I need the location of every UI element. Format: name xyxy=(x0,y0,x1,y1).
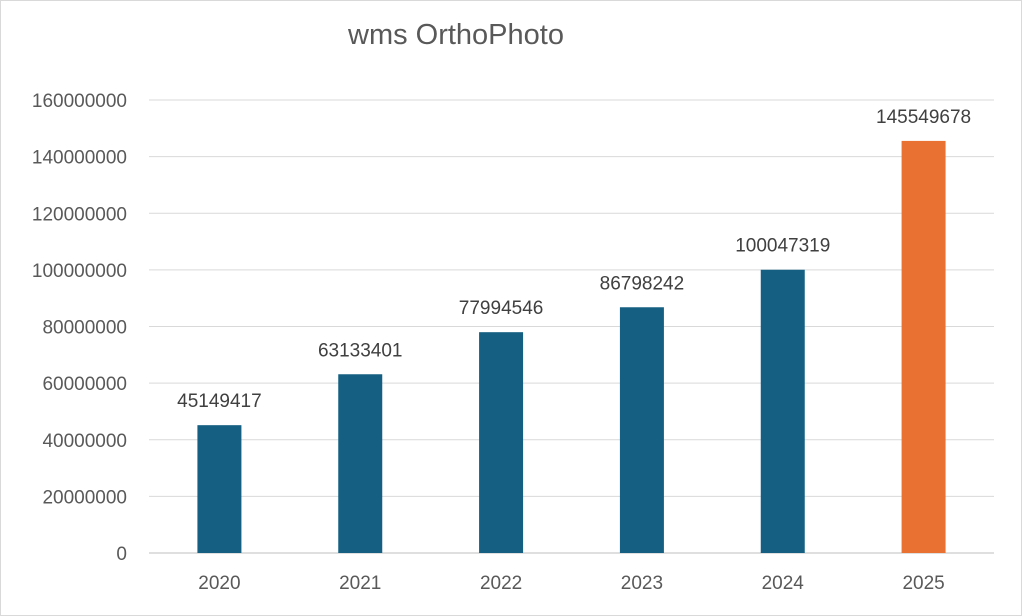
y-axis-tick-labels: 0 20000000 40000000 60000000 80000000 1000000… xyxy=(32,91,127,565)
bar-2022 xyxy=(479,332,524,553)
y-tick-label: 20000000 xyxy=(42,487,127,508)
chart-title: wms OrthoPhoto xyxy=(348,19,564,51)
x-tick-label: 2023 xyxy=(621,573,663,594)
y-tick-label: 40000000 xyxy=(42,431,127,452)
x-tick-label: 2022 xyxy=(480,573,522,594)
data-label: 45149417 xyxy=(177,391,262,412)
bar-2021 xyxy=(338,374,383,553)
x-tick-label: 2025 xyxy=(902,573,944,594)
x-tick-label: 2020 xyxy=(198,573,240,594)
x-axis-tick-labels: 2020 2021 2022 2023 2024 2025 xyxy=(198,573,944,594)
bar-2025 xyxy=(901,140,946,553)
y-tick-label: 120000000 xyxy=(32,204,127,225)
x-tick-label: 2021 xyxy=(339,573,381,594)
data-label: 77994546 xyxy=(459,298,544,319)
y-tick-label: 0 xyxy=(116,544,127,565)
data-label: 145549678 xyxy=(876,107,971,128)
y-tick-label: 140000000 xyxy=(32,148,127,169)
gridlines xyxy=(149,99,994,554)
y-tick-label: 60000000 xyxy=(42,374,127,395)
bar-2023 xyxy=(619,307,664,553)
data-labels: 45149417 63133401 77994546 86798242 10004731… xyxy=(177,107,971,412)
y-tick-label: 100000000 xyxy=(32,261,127,282)
data-label: 63133401 xyxy=(318,340,403,361)
bar-2020 xyxy=(197,425,242,553)
y-tick-label: 80000000 xyxy=(42,318,127,339)
bar-2024 xyxy=(760,269,805,553)
data-label: 100047319 xyxy=(735,236,830,257)
x-tick-label: 2024 xyxy=(762,573,805,594)
bars xyxy=(197,140,946,553)
y-tick-label: 160000000 xyxy=(32,91,127,112)
data-label: 86798242 xyxy=(600,273,685,294)
